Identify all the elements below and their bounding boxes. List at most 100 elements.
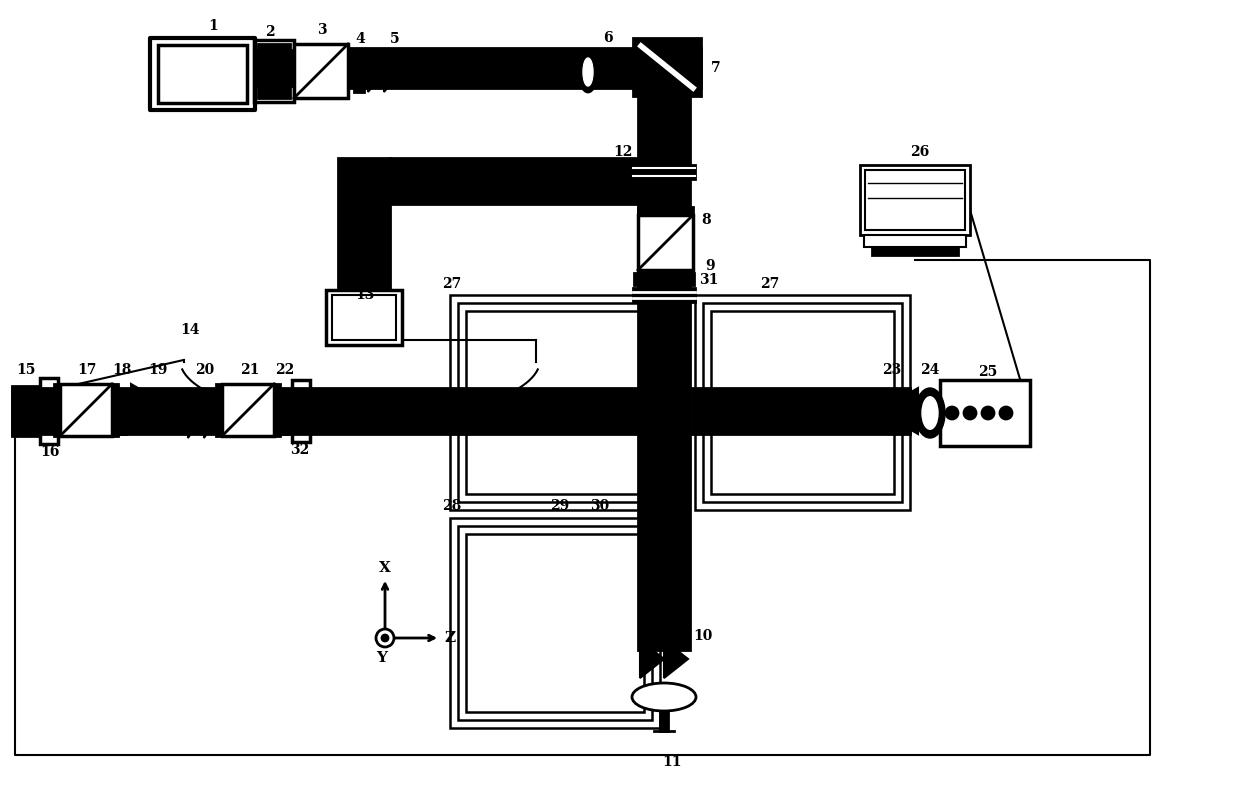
Bar bbox=[258, 44, 290, 98]
Text: 2: 2 bbox=[265, 25, 275, 39]
Bar bbox=[112, 384, 118, 436]
Bar bbox=[711, 311, 894, 494]
Text: 12: 12 bbox=[614, 145, 632, 159]
Text: 6: 6 bbox=[603, 31, 613, 45]
Text: 23: 23 bbox=[883, 363, 901, 377]
Circle shape bbox=[946, 407, 959, 419]
Bar bbox=[639, 270, 693, 278]
Text: 5: 5 bbox=[391, 32, 399, 46]
Bar bbox=[694, 295, 910, 510]
Bar bbox=[12, 386, 40, 436]
Text: X: X bbox=[379, 561, 391, 575]
Text: 10: 10 bbox=[693, 629, 713, 643]
Bar bbox=[255, 50, 258, 86]
Text: 24: 24 bbox=[920, 363, 940, 377]
Text: 3: 3 bbox=[317, 23, 327, 37]
Text: 30: 30 bbox=[590, 499, 610, 513]
Text: 16: 16 bbox=[41, 445, 60, 459]
Text: 27: 27 bbox=[443, 277, 461, 291]
Bar bbox=[157, 45, 247, 103]
Text: 27: 27 bbox=[760, 277, 780, 291]
Bar bbox=[861, 165, 970, 236]
Polygon shape bbox=[131, 384, 171, 430]
Bar bbox=[254, 40, 294, 102]
Ellipse shape bbox=[579, 52, 596, 92]
Text: 20: 20 bbox=[196, 363, 215, 377]
Text: 25: 25 bbox=[978, 365, 998, 379]
Polygon shape bbox=[663, 640, 688, 678]
Circle shape bbox=[999, 407, 1012, 419]
Text: 29: 29 bbox=[551, 499, 569, 513]
Ellipse shape bbox=[915, 388, 945, 438]
Bar bbox=[940, 380, 1030, 446]
Bar bbox=[290, 50, 294, 86]
Text: Y: Y bbox=[377, 651, 387, 665]
Text: 31: 31 bbox=[699, 273, 719, 287]
Bar bbox=[458, 526, 652, 720]
Text: 17: 17 bbox=[77, 363, 97, 377]
Text: 7: 7 bbox=[712, 61, 720, 75]
Circle shape bbox=[376, 629, 394, 647]
Bar bbox=[639, 215, 693, 270]
Bar bbox=[634, 273, 694, 285]
Text: 1: 1 bbox=[208, 19, 218, 33]
Text: 28: 28 bbox=[443, 499, 461, 513]
Bar bbox=[466, 311, 649, 494]
Bar bbox=[692, 388, 910, 434]
Bar bbox=[703, 303, 901, 502]
Bar bbox=[40, 378, 58, 444]
Ellipse shape bbox=[583, 58, 593, 86]
Text: 22: 22 bbox=[275, 363, 295, 377]
Bar bbox=[339, 158, 391, 290]
Bar bbox=[391, 158, 639, 204]
Bar bbox=[60, 384, 112, 436]
Circle shape bbox=[982, 407, 994, 419]
Ellipse shape bbox=[923, 396, 937, 429]
Bar bbox=[348, 48, 701, 88]
Bar bbox=[632, 288, 694, 302]
Bar bbox=[632, 38, 701, 96]
Bar bbox=[117, 396, 126, 434]
Bar bbox=[866, 170, 965, 230]
Bar bbox=[450, 518, 660, 728]
Polygon shape bbox=[640, 640, 663, 678]
Polygon shape bbox=[878, 388, 918, 434]
Polygon shape bbox=[384, 52, 401, 92]
Bar bbox=[450, 295, 665, 510]
Text: 32: 32 bbox=[290, 443, 310, 457]
Ellipse shape bbox=[632, 683, 696, 711]
Text: 15: 15 bbox=[16, 363, 36, 377]
Text: 21: 21 bbox=[241, 363, 259, 377]
Text: 11: 11 bbox=[662, 755, 682, 769]
Text: 18: 18 bbox=[113, 363, 131, 377]
Polygon shape bbox=[205, 388, 219, 438]
Text: 14: 14 bbox=[180, 323, 200, 337]
Bar bbox=[216, 384, 222, 436]
Bar bbox=[864, 236, 966, 247]
Text: 8: 8 bbox=[701, 213, 711, 227]
Bar bbox=[660, 711, 668, 731]
Text: 13: 13 bbox=[356, 288, 374, 302]
Bar bbox=[291, 380, 310, 442]
Bar bbox=[872, 247, 959, 255]
Bar bbox=[150, 38, 255, 110]
Bar bbox=[332, 295, 396, 340]
Text: 19: 19 bbox=[149, 363, 167, 377]
Text: 26: 26 bbox=[910, 145, 930, 159]
Polygon shape bbox=[368, 52, 384, 92]
Text: 9: 9 bbox=[706, 259, 714, 273]
Bar bbox=[632, 165, 694, 179]
Bar bbox=[274, 384, 280, 436]
Bar bbox=[466, 534, 644, 712]
Circle shape bbox=[382, 635, 388, 641]
Bar bbox=[326, 290, 402, 345]
Bar bbox=[12, 388, 639, 434]
Bar bbox=[55, 384, 60, 436]
Bar bbox=[353, 52, 365, 92]
Text: 4: 4 bbox=[355, 32, 365, 46]
Bar bbox=[639, 207, 693, 215]
Bar bbox=[294, 44, 348, 98]
Bar bbox=[458, 303, 657, 502]
Circle shape bbox=[963, 407, 976, 419]
Bar bbox=[639, 90, 689, 650]
